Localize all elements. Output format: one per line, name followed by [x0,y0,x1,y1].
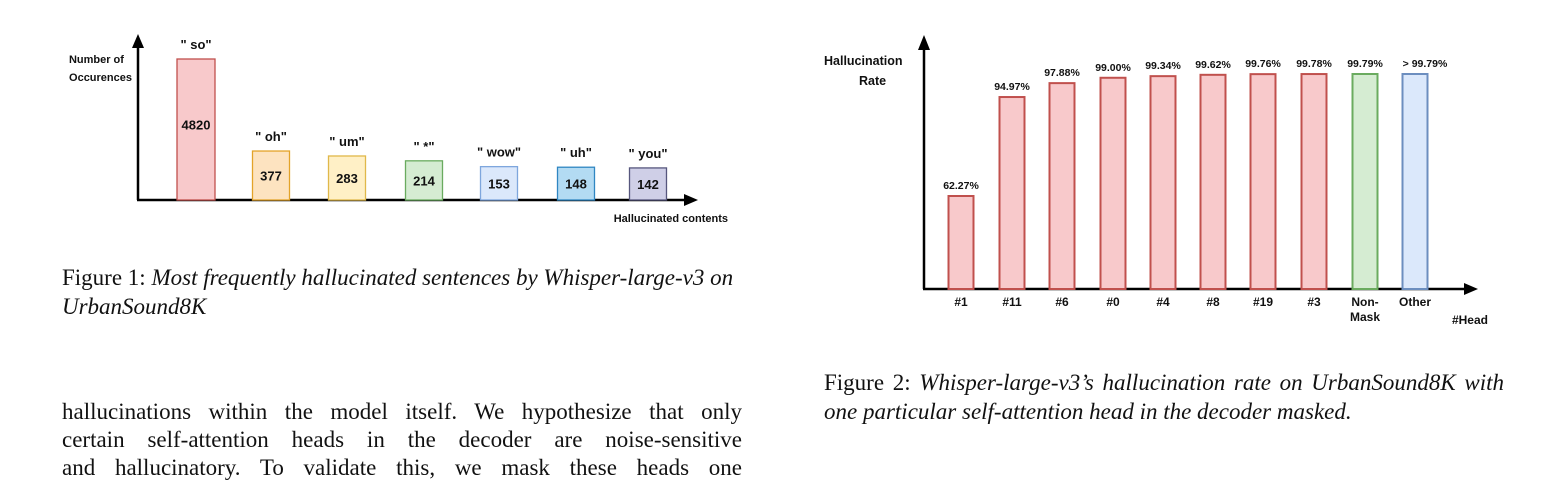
fig1-y-arrowhead [132,34,144,48]
fig2-bar-value: 62.27% [943,180,979,192]
fig1-bar-value: 4820 [182,118,211,133]
fig2-bar [1048,82,1076,290]
fig1-bar [404,160,444,201]
fig2-y-label-line2: Rate [859,74,886,88]
fig1-bar-value: 142 [637,177,659,192]
body-paragraph: hallucinations within the model itself. … [62,398,742,482]
fig2-x-label: #Head [1452,313,1488,327]
fig1-bar-category: " *" [414,139,435,154]
fig2-bar-value: 99.34% [1145,60,1181,72]
fig1-y-label: Number of Occurences [69,54,132,84]
body-line-3: and hallucinatory. To validate this, we … [62,455,742,480]
fig2-bar-value: 99.79% [1347,58,1383,70]
fig1-bar-value: 153 [488,176,510,191]
figure-2-caption-prefix: Figure 2: [824,370,920,395]
fig2-bar-value: 99.62% [1195,59,1231,71]
fig1-bar [479,165,519,201]
fig2-bar-value: 99.78% [1296,58,1332,70]
fig2-tick-label: Non- [1351,295,1378,309]
fig2-bar [1199,73,1227,290]
fig1-x-arrowhead [684,194,698,206]
figure-2-caption: Figure 2: Whisper-large-v3’s hallucinati… [824,368,1504,426]
fig2-bar [998,96,1026,290]
fig2-bar-value: 99.76% [1245,58,1281,70]
fig1-bar-category: " oh" [255,129,287,144]
fig2-y-label-line1: Hallucination [824,54,902,68]
figure-2-chart: Hallucination Rate #Head 62.27% #1 94.97% #… [824,35,1488,327]
body-line-1: hallucinations within the model itself. … [62,399,742,424]
fig2-bar [1351,73,1379,290]
fig1-bar-value: 148 [565,177,587,192]
fig1-x-label: Hallucinated contents [614,213,728,225]
fig1-bar [628,167,668,201]
fig1-bar-value: 283 [336,171,358,186]
body-line-2: certain self-attention heads in the deco… [62,427,742,452]
fig2-y-arrowhead [918,35,930,50]
fig1-bar-category: " so" [180,37,211,52]
figure-1-caption-prefix: Figure 1: [62,265,152,290]
fig1-bar [556,166,596,201]
fig2-tick-label: #6 [1055,295,1069,309]
fig2-bar-value: 97.88% [1044,67,1080,79]
fig1-bar-value: 377 [260,169,282,184]
fig2-bar [1149,75,1177,290]
fig2-tick-label: Other [1399,295,1431,309]
fig2-tick-label: #3 [1307,295,1321,309]
fig1-bar [251,150,291,201]
fig2-bar-value: 99.00% [1095,62,1131,74]
fig2-bar-value: > 99.79% [1403,58,1448,70]
fig1-bar-value: 214 [413,173,435,188]
fig2-x-arrowhead [1464,283,1478,295]
fig2-bar [1401,73,1429,290]
fig2-tick-label: Mask [1350,310,1380,324]
fig2-tick-label: #8 [1206,295,1220,309]
fig2-bar [1249,73,1277,290]
fig1-bar [327,155,367,201]
fig2-tick-label: #1 [954,295,968,309]
figure-1-chart: Number of Occurences Hallucinated conten… [69,34,728,225]
fig2-bar [947,195,975,290]
fig1-bars: 4820 " so" 377 " oh" 283 " um" 214 " *" 153 " wow… [176,37,668,201]
fig2-bars: 62.27% #1 94.97% #11 97.88% #6 99.00% #0 99.34% #… [943,58,1448,324]
fig2-tick-label: #19 [1253,295,1273,309]
fig1-y-label-line1: Number of [69,54,124,66]
fig2-bar [1300,73,1328,290]
fig1-bar-category: " you" [628,146,667,161]
fig1-bar-category: " uh" [560,145,592,160]
figure-1-caption: Figure 1: Most frequently hallucinated s… [62,263,752,321]
fig2-tick-label: #11 [1002,295,1022,309]
fig2-tick-label: #4 [1156,295,1170,309]
fig1-bar-category: " um" [329,134,364,149]
fig2-bar-value: 94.97% [994,81,1030,93]
figure-1-caption-text: Most frequently hallucinated sentences b… [62,265,734,319]
fig2-bar [1099,76,1127,290]
fig1-bar [176,58,216,201]
figure-2-caption-text: Whisper-large-v3’s hallucination rate on… [824,370,1504,424]
fig2-y-label: Hallucination Rate [824,54,906,88]
fig1-bar-category: " wow" [477,145,521,160]
fig2-tick-label: #0 [1106,295,1120,309]
fig1-y-label-line2: Occurences [69,72,132,84]
